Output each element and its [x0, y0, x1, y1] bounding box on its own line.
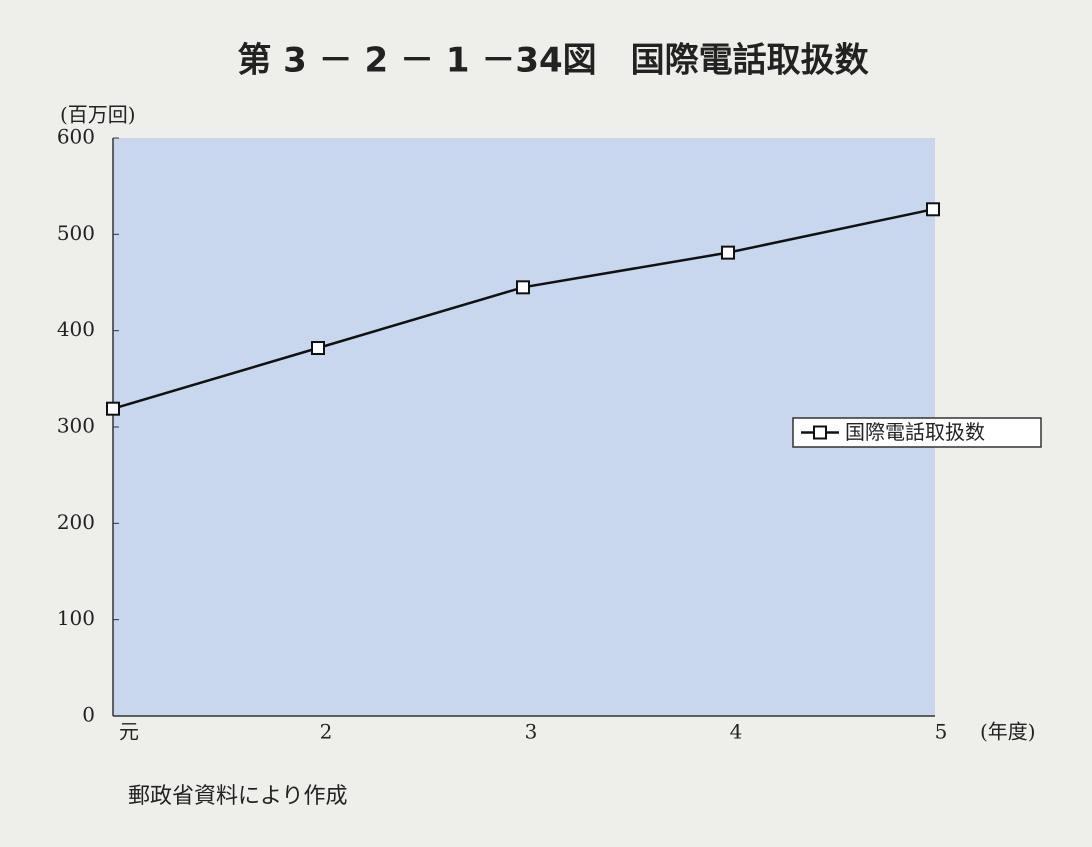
marker — [106, 401, 120, 416]
x-tick-label: 元 — [119, 720, 139, 744]
y-tick-label: 0 — [82, 703, 95, 727]
y-tick-label: 400 — [57, 317, 95, 341]
x-axis-label: (年度) — [980, 720, 1036, 744]
marker — [516, 280, 530, 295]
y-tick-label: 600 — [57, 125, 95, 149]
marker — [721, 245, 735, 260]
x-tick-label: 5 — [935, 720, 948, 744]
y-tick-label: 500 — [57, 221, 95, 245]
x-tick-label: 2 — [320, 720, 333, 744]
marker — [311, 341, 325, 356]
y-tick-label: 300 — [57, 414, 95, 438]
y-axis-label: (百万回) — [60, 103, 136, 127]
x-tick-label: 4 — [730, 720, 743, 744]
source-note: 郵政省資料により作成 — [128, 784, 348, 809]
y-tick-label: 100 — [57, 606, 95, 630]
marker — [926, 202, 940, 217]
chart-title: 第 3 － 2 － 1 －34図 国際電話取扱数 — [237, 41, 868, 81]
x-tick-label: 3 — [525, 720, 538, 744]
legend-marker — [813, 425, 827, 440]
y-tick-label: 200 — [57, 510, 95, 534]
legend-label: 国際電話取扱数 — [845, 420, 985, 444]
